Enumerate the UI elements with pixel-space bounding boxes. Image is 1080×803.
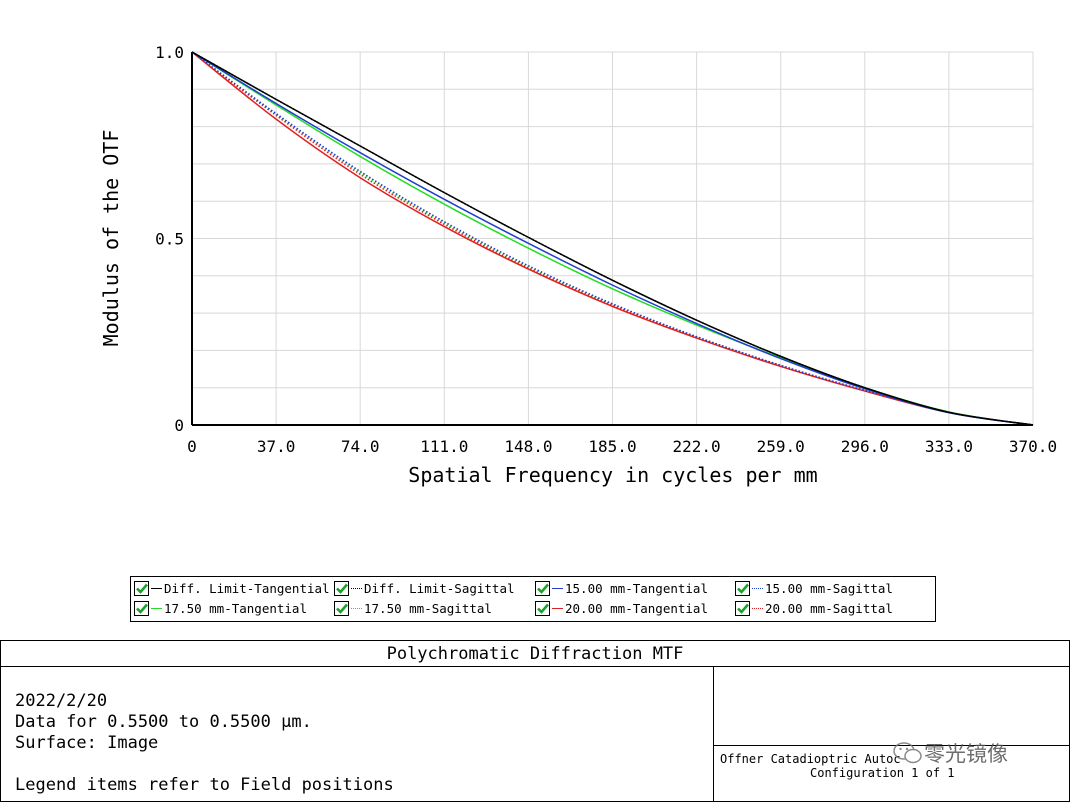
legend-line-swatch [151,607,162,609]
legend-label: Diff. Limit-Tangential [164,580,330,596]
series-line-7 [191,51,1034,426]
chart-axes [191,52,1033,426]
legend-label: 17.50 mm-Tangential [164,600,307,616]
checkbox-checked-icon[interactable] [334,600,349,616]
legend-label: Diff. Limit-Sagittal [364,580,515,596]
legend-item[interactable]: 20.00 mm-Tangential [535,598,708,618]
y-tick-label: 0.5 [155,230,184,249]
legend-item[interactable]: 17.50 mm-Tangential [134,598,307,618]
info-data-range: Data for 0.5500 to 0.5500 µm. [15,712,312,732]
chart-title: Polychromatic Diffraction MTF [1,641,1069,667]
checkbox-checked-icon[interactable] [334,580,349,596]
info-legend-note: Legend items refer to Field positions [15,775,394,795]
chart-grid [192,51,1034,425]
x-tick-label: 185.0 [588,437,636,456]
info-system-box: Offner Catadioptric Autoc Configuration … [713,745,1069,801]
y-tick-label: 0 [174,416,184,435]
legend-item[interactable]: 17.50 mm-Sagittal [334,598,492,618]
x-axis-label: Spatial Frequency in cycles per mm [408,463,817,487]
legend-item[interactable]: 20.00 mm-Sagittal [735,598,893,618]
x-tick-label: 222.0 [673,437,721,456]
x-tick-label: 296.0 [841,437,889,456]
chart-legend: Diff. Limit-Tangential Diff. Limit-Sagitt… [130,576,936,622]
legend-item[interactable]: 15.00 mm-Tangential [535,578,708,598]
legend-line-swatch [752,587,763,589]
chart-series [191,51,1034,426]
checkbox-checked-icon[interactable] [134,580,149,596]
x-tick-label: 37.0 [257,437,296,456]
legend-item[interactable]: Diff. Limit-Tangential [134,578,330,598]
info-divider [713,667,714,801]
legend-line-swatch [552,587,563,589]
checkbox-checked-icon[interactable] [535,600,550,616]
legend-line-swatch [752,607,763,609]
series-line-3 [191,51,1034,426]
x-tick-label: 74.0 [341,437,380,456]
x-tick-label: 333.0 [925,437,973,456]
legend-item[interactable]: 15.00 mm-Sagittal [735,578,893,598]
info-surface: Surface: Image [15,733,159,753]
watermark-text: 零光镜像 [924,742,1008,766]
legend-label: 15.00 mm-Tangential [565,580,708,596]
legend-label: 20.00 mm-Tangential [565,600,708,616]
checkbox-checked-icon[interactable] [134,600,149,616]
x-tick-label: 370.0 [1009,437,1057,456]
legend-line-swatch [552,607,563,609]
legend-label: 20.00 mm-Sagittal [765,600,893,616]
checkbox-checked-icon[interactable] [535,580,550,596]
checkbox-checked-icon[interactable] [735,580,750,596]
info-panel: Polychromatic Diffraction MTF 2022/2/20 … [0,640,1070,802]
x-tick-label: 111.0 [420,437,468,456]
legend-label: 17.50 mm-Sagittal [364,600,492,616]
y-axis-label: Modulus of the OTF [99,130,123,347]
system-name: Offner Catadioptric Autoc [720,752,901,766]
configuration-label: Configuration 1 of 1 [810,766,955,780]
y-tick-label: 1.0 [155,43,184,62]
series-line-0 [191,51,1034,426]
watermark: 零光镜像 [892,738,1008,768]
legend-line-swatch [351,607,362,609]
x-tick-label: 148.0 [504,437,552,456]
mtf-chart: 0 37.0 74.0 111.0 148.0 185.0 222.0 259.0 296.0 3… [99,43,1057,487]
x-tick-label: 259.0 [757,437,805,456]
legend-line-swatch [351,587,362,589]
checkbox-checked-icon[interactable] [735,600,750,616]
legend-line-swatch [151,587,162,589]
x-tick-label: 0 [187,437,197,456]
info-date: 2022/2/20 [15,691,108,711]
chart-tick-labels: 0 37.0 74.0 111.0 148.0 185.0 222.0 259.0 296.0 3… [155,43,1057,456]
legend-item[interactable]: Diff. Limit-Sagittal [334,578,515,598]
wechat-icon [893,742,922,764]
legend-label: 15.00 mm-Sagittal [765,580,893,596]
info-text: 2022/2/20 Data for 0.5500 to 0.5500 µm. … [15,691,394,796]
